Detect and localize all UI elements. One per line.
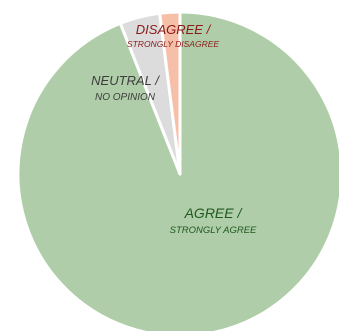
slice-label-disagree: DISAGREE / STRONGLY DISAGREE (127, 22, 219, 49)
disagree-label-main: DISAGREE / (136, 22, 212, 37)
slice-label-agree: AGREE / STRONGLY AGREE (170, 205, 257, 236)
slice-label-neutral: NEUTRAL / NO OPINION (91, 73, 160, 103)
agree-label-main: AGREE / (184, 205, 244, 221)
agree-label-sub: STRONGLY AGREE (170, 225, 257, 236)
pie-slices (16, 10, 339, 331)
neutral-label-sub: NO OPINION (95, 92, 156, 103)
slice-disagree (158, 10, 182, 176)
disagree-label-sub: STRONGLY DISAGREE (127, 39, 219, 49)
neutral-label-main: NEUTRAL / (91, 73, 160, 88)
